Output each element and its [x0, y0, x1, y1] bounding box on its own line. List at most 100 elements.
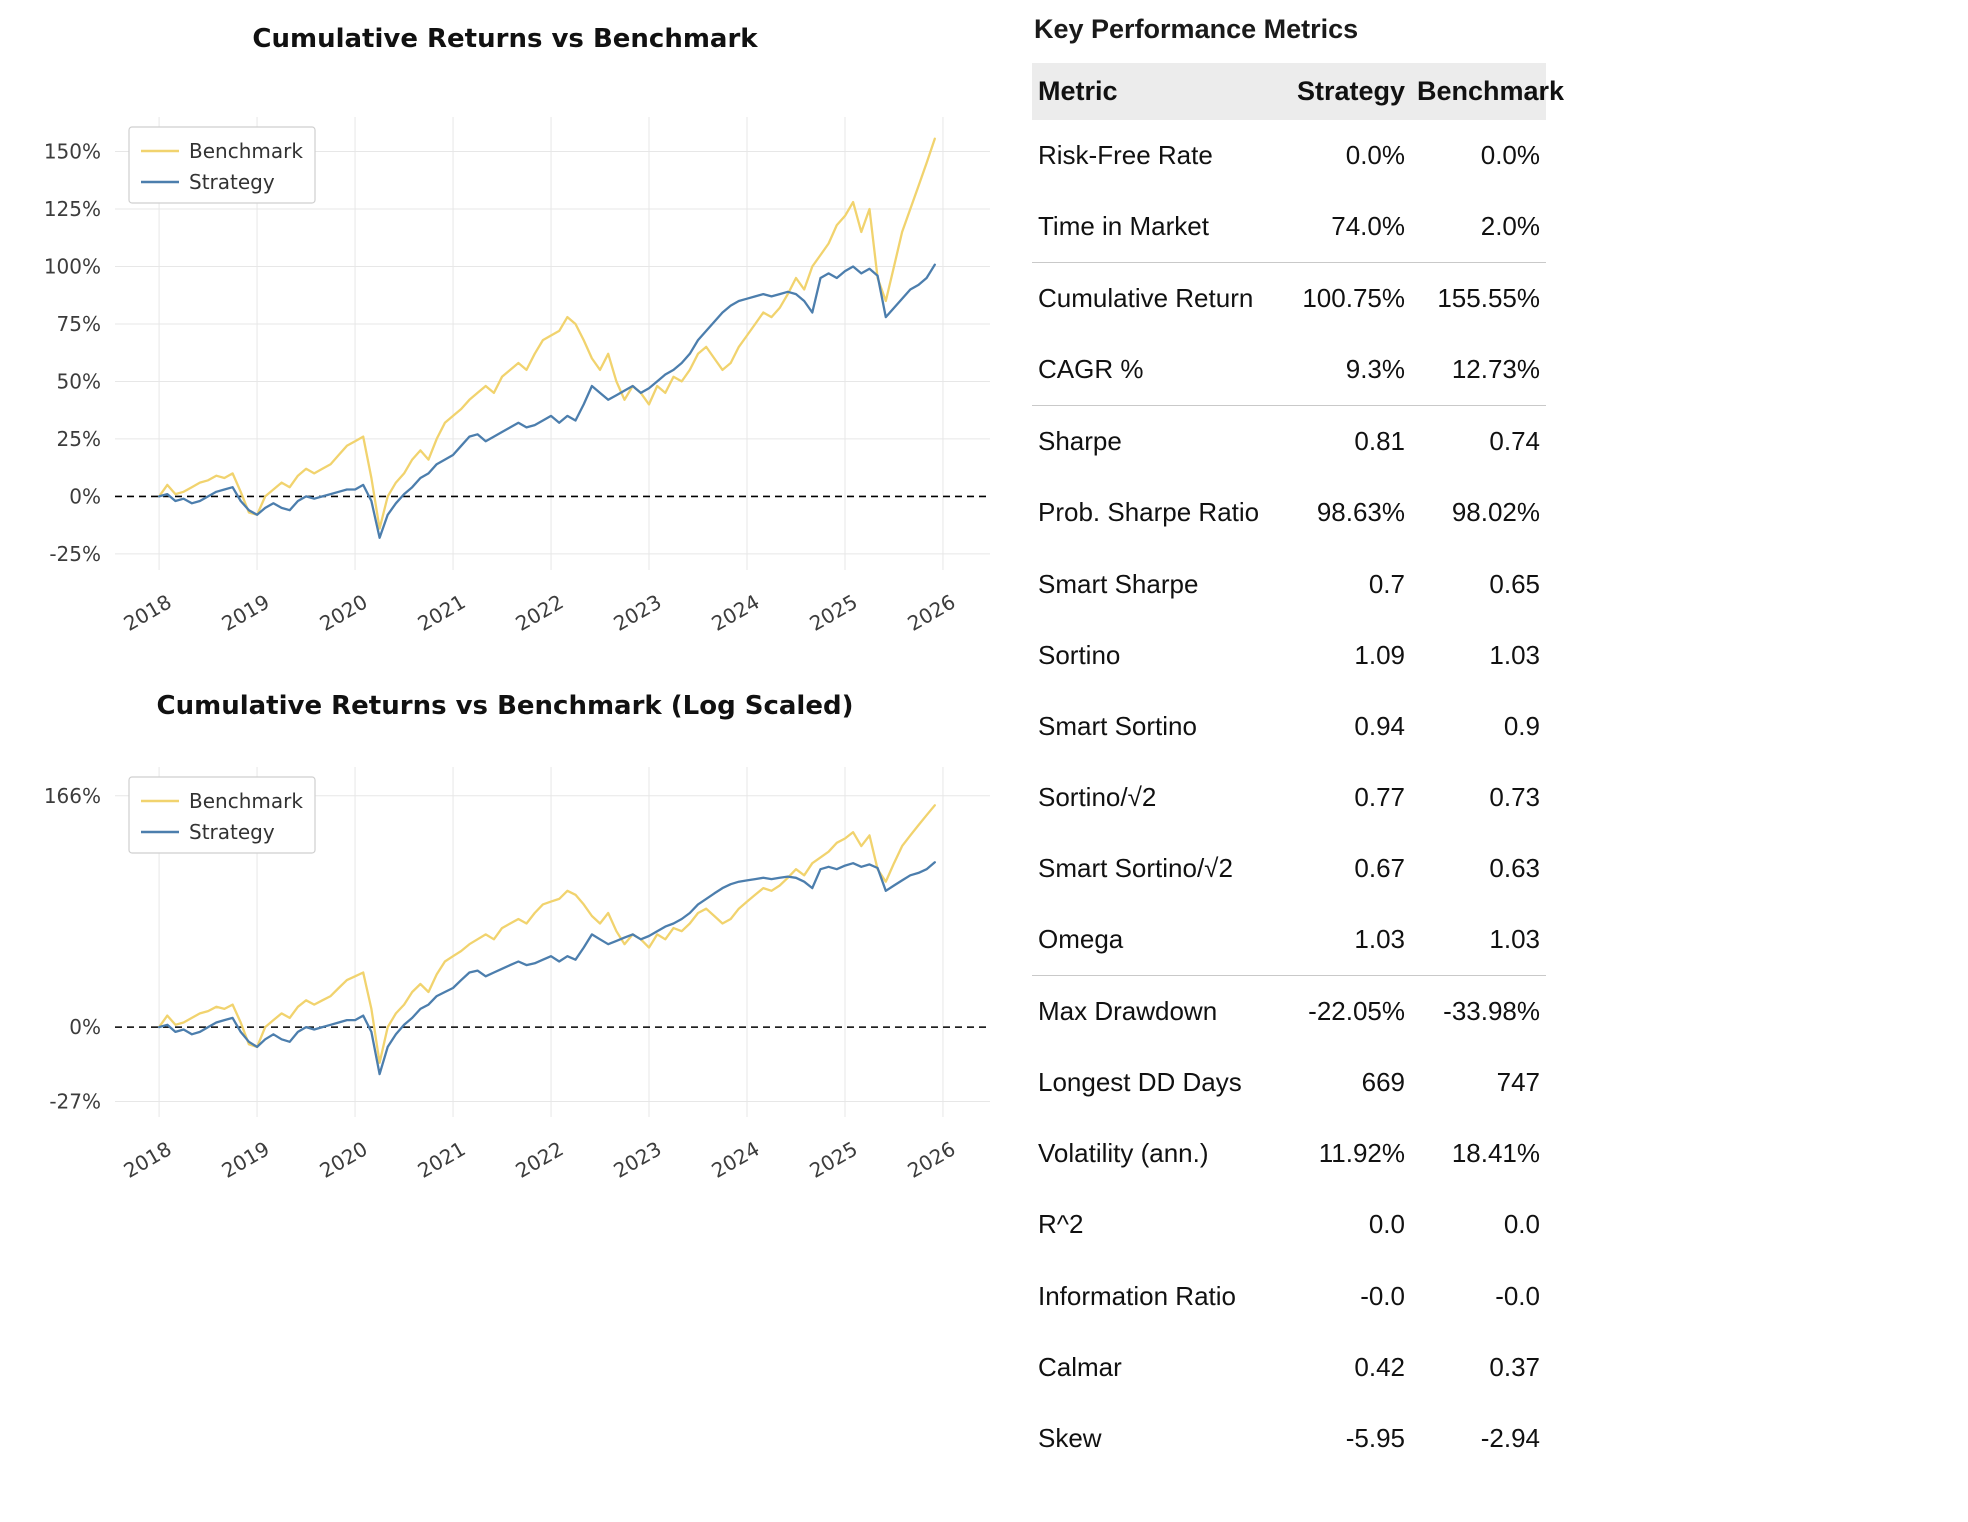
y-axis-tick-label: 75%	[57, 312, 101, 336]
strategy-line	[157, 861, 936, 1076]
metrics-col-benchmark: Benchmark	[1411, 63, 1564, 120]
metric-strategy-value: 669	[1361, 1067, 1405, 1098]
metric-strategy-value: 1.03	[1276, 904, 1411, 977]
metric-row: Volatility (ann.) 11.92% 18.41%	[1032, 1118, 1546, 1189]
metric-row: Prob. Sharpe Ratio 98.63% 98.02%	[1032, 477, 1546, 548]
metric-row: Calmar 0.42 0.37	[1032, 1332, 1546, 1403]
metric-strategy-value: -22.05%	[1308, 996, 1405, 1027]
metric-benchmark-value: 1.03	[1489, 639, 1540, 670]
metric-row: Smart Sharpe 0.7 0.65	[1032, 549, 1546, 620]
chart-title: Cumulative Returns vs Benchmark (Log Sca…	[157, 691, 854, 721]
metric-row: Cumulative Return 100.75% 155.55%	[1032, 263, 1546, 335]
metric-benchmark-value: 12.73%	[1411, 334, 1546, 407]
metric-benchmark-value: 0.9	[1503, 710, 1540, 741]
y-axis-tick-label: -25%	[49, 542, 101, 566]
strategy-line	[157, 263, 936, 539]
metrics-col-metric: Metric	[1032, 63, 1276, 120]
metric-benchmark-value: 0.74	[1489, 426, 1540, 457]
x-axis-tick-label: 2026	[903, 590, 959, 636]
metric-row: Sortino/√2 0.77 0.73	[1032, 762, 1546, 833]
metric-name: Skew	[1038, 1422, 1102, 1453]
metric-strategy-value: 0.94	[1354, 710, 1405, 741]
metric-row: Sortino 1.09 1.03	[1032, 620, 1546, 691]
metric-name: Time in Market	[1032, 191, 1276, 264]
legend-label: Strategy	[189, 820, 275, 844]
metric-row: R^2 0.0 0.0	[1032, 1189, 1546, 1260]
x-axis-tick-label: 2020	[315, 590, 371, 636]
cumulative-returns-log-chart: Cumulative Returns vs Benchmark (Log Sca…	[44, 691, 990, 1183]
metric-row: Information Ratio -0.0 -0.0	[1032, 1261, 1546, 1332]
metric-name: Sortino	[1038, 639, 1121, 670]
metric-benchmark-value: 0.65	[1489, 568, 1540, 599]
metric-strategy-value: 0.7	[1368, 568, 1405, 599]
metric-name: Smart Sortino/√2	[1038, 852, 1233, 883]
metric-strategy-value: 74.0%	[1276, 191, 1411, 264]
metric-strategy-value: 0.0%	[1345, 140, 1405, 170]
metric-name: Volatility (ann.)	[1038, 1138, 1209, 1169]
metric-name: Smart Sharpe	[1038, 568, 1199, 599]
metric-name: Information Ratio	[1038, 1280, 1236, 1311]
metric-strategy-value: 9.3%	[1276, 334, 1411, 407]
legend-label: Benchmark	[189, 789, 303, 813]
metric-row: Max Drawdown -22.05% -33.98%	[1032, 976, 1546, 1048]
metric-name: Smart Sortino	[1038, 710, 1197, 741]
benchmark-line	[157, 137, 936, 530]
metric-strategy-value: 1.09	[1354, 639, 1405, 670]
metric-strategy-value: 11.92%	[1318, 1138, 1405, 1169]
metric-benchmark-value: 98.02%	[1451, 497, 1540, 528]
metric-benchmark-value: 18.41%	[1451, 1138, 1540, 1169]
x-axis-tick-label: 2024	[707, 1137, 763, 1183]
metrics-table: Metric Strategy Benchmark Risk-Free Rate…	[1032, 63, 1564, 1474]
y-axis-tick-label: 125%	[44, 197, 101, 221]
y-axis-tick-label: 50%	[57, 369, 101, 393]
metric-name: Sortino/√2	[1038, 781, 1157, 812]
metric-name: Prob. Sharpe Ratio	[1038, 497, 1260, 528]
metric-benchmark-value: -0.0	[1495, 1280, 1540, 1311]
x-axis-tick-label: 2022	[511, 590, 567, 636]
metric-benchmark-value: 0.63	[1489, 852, 1540, 883]
metric-strategy-value: 0.42	[1354, 1351, 1405, 1382]
y-axis-tick-label: 166%	[44, 784, 101, 808]
metric-strategy-value: 0.67	[1354, 852, 1405, 883]
metric-row: Smart Sortino 0.94 0.9	[1032, 691, 1546, 762]
metrics-title: Key Performance Metrics	[1034, 14, 1359, 44]
x-axis-tick-label: 2021	[413, 590, 469, 636]
metric-row: Time in Market 74.0% 2.0%	[1032, 191, 1546, 264]
metric-name: Risk-Free Rate	[1038, 140, 1213, 170]
metric-strategy-value: 100.75%	[1302, 283, 1405, 314]
x-axis-tick-label: 2023	[609, 1137, 665, 1183]
metric-benchmark-value: 1.03	[1411, 904, 1546, 977]
metric-name: CAGR %	[1032, 334, 1276, 407]
y-axis-tick-label: 0%	[69, 1015, 101, 1039]
y-axis-tick-label: 25%	[57, 427, 101, 451]
metric-name: R^2	[1038, 1209, 1084, 1240]
metric-name: Max Drawdown	[1038, 996, 1218, 1027]
x-axis-tick-label: 2018	[120, 1137, 176, 1183]
metric-row: Omega 1.03 1.03	[1032, 904, 1546, 977]
x-axis-tick-label: 2022	[511, 1137, 567, 1183]
metric-strategy-value: 0.0	[1368, 1209, 1405, 1240]
metric-name: Calmar	[1038, 1351, 1122, 1382]
metric-benchmark-value: 0.0	[1503, 1209, 1540, 1240]
metric-strategy-value: -0.0	[1360, 1280, 1405, 1311]
metric-benchmark-value: -33.98%	[1443, 996, 1540, 1027]
metric-name: Longest DD Days	[1038, 1067, 1242, 1098]
metric-benchmark-value: 155.55%	[1437, 283, 1540, 314]
metric-benchmark-value: 0.0%	[1480, 140, 1540, 170]
x-axis-tick-label: 2018	[120, 590, 176, 636]
metric-benchmark-value: 0.37	[1489, 1351, 1540, 1382]
metric-benchmark-value: 747	[1496, 1067, 1540, 1098]
metric-name: Sharpe	[1038, 426, 1122, 457]
metrics-col-strategy: Strategy	[1276, 63, 1411, 120]
y-axis-tick-label: 0%	[69, 484, 101, 508]
metric-benchmark-value: -2.94	[1480, 1422, 1540, 1453]
x-axis-tick-label: 2020	[315, 1137, 371, 1183]
metric-strategy-value: 0.81	[1354, 426, 1405, 457]
legend-box	[128, 776, 316, 854]
x-axis-tick-label: 2019	[217, 590, 273, 636]
x-axis-tick-label: 2021	[413, 1137, 469, 1183]
y-axis-tick-label: -27%	[49, 1090, 101, 1114]
y-axis-tick-label: 100%	[44, 254, 101, 278]
metrics-header-row: Metric Strategy Benchmark	[1032, 63, 1564, 120]
metric-benchmark-value: 0.73	[1489, 781, 1540, 812]
